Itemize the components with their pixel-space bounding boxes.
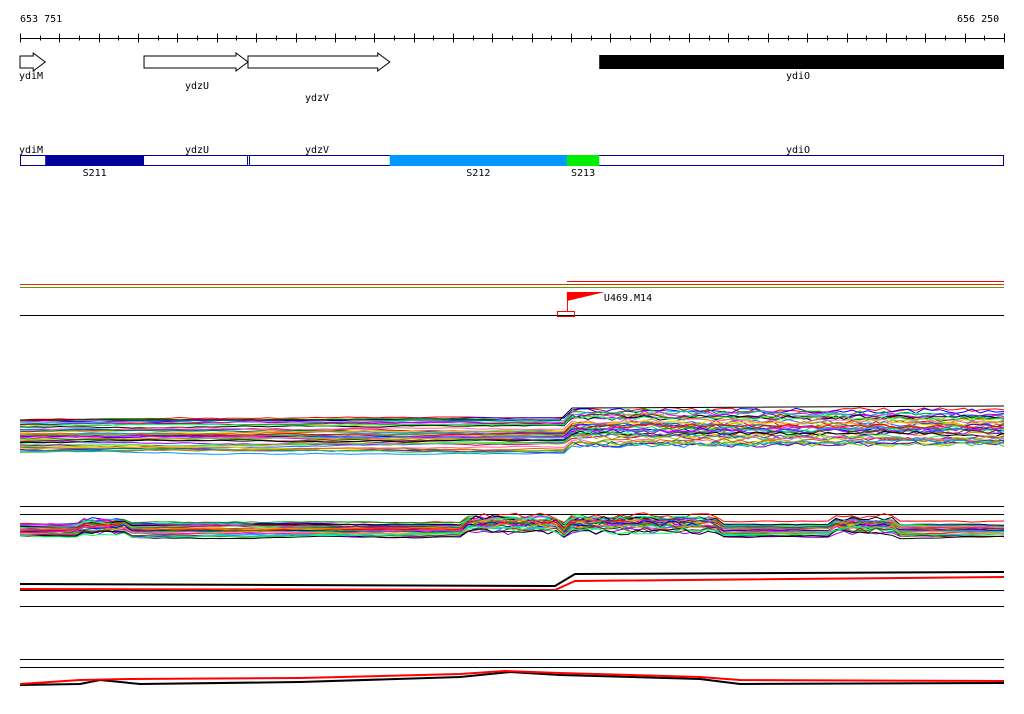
gene-annotation-track: ydiM ydzU ydzV ydiO	[19, 52, 1004, 104]
marker-flag	[566, 292, 605, 301]
expression-trace	[20, 426, 1005, 440]
marker-track: U469.M14	[20, 281, 1004, 317]
expression-trace-red	[19, 669, 1005, 685]
segment-gene-label-ydzv: ydzV	[305, 145, 329, 156]
expression-panel-1	[19, 405, 1005, 455]
gene-ydio-bar	[599, 55, 1004, 69]
expression-trace	[19, 423, 1005, 438]
expression-trace	[19, 406, 1005, 421]
expression-panel-3	[19, 571, 1005, 607]
expression-panel-2	[19, 506, 1005, 540]
expression-trace	[19, 410, 1005, 424]
gene-ydim-label: ydiM	[19, 71, 43, 82]
segment-s213-label: S213	[571, 168, 595, 179]
segment-s212-label: S212	[466, 168, 490, 179]
expression-panel-4	[19, 659, 1005, 686]
expression-trace	[19, 439, 1005, 455]
expression-trace	[19, 523, 1005, 535]
expression-trace-top	[20, 405, 1005, 421]
expression-trace-black	[19, 670, 1005, 686]
expression-trace	[19, 440, 1005, 454]
marker-label: U469.M14	[604, 293, 652, 304]
expression-trace	[19, 522, 1005, 535]
gene-ydzu-arrow	[143, 52, 249, 72]
segment-gene-label-ydim: ydiM	[19, 145, 43, 156]
gene-ydio-label: ydiO	[786, 71, 810, 82]
segment-s213-bar	[566, 155, 600, 166]
expression-trace	[19, 437, 1005, 453]
expression-trace	[20, 517, 1005, 531]
expression-trace	[19, 414, 1005, 428]
gene-ydzu-label: ydzU	[185, 81, 209, 92]
expression-trace	[19, 434, 1005, 448]
coordinate-start-label: 653 751	[20, 14, 63, 25]
marker-anchor-box	[556, 311, 575, 317]
expression-trace	[19, 525, 1004, 539]
expression-trace-black	[19, 571, 1005, 588]
segment-s211-bar	[45, 155, 145, 166]
segment-s211-label: S211	[83, 168, 107, 179]
gene-ydim-arrow	[19, 52, 47, 72]
segment-track: S211 S212 S213 ydiM ydzU ydzV ydiO	[19, 145, 1004, 179]
expression-trace	[19, 418, 1005, 432]
expression-trace	[19, 419, 1005, 435]
segment-gene-label-ydio: ydiO	[786, 145, 810, 156]
gene-ydzv-arrow	[247, 52, 391, 72]
gene-ydzv-label: ydzV	[305, 93, 329, 104]
expression-trace	[19, 519, 1005, 531]
coordinate-end-label: 656 250	[957, 14, 1000, 25]
expression-trace-red	[19, 576, 1005, 592]
coordinate-ruler	[20, 33, 1005, 43]
segment-gene-label-ydzu: ydzU	[185, 145, 209, 156]
segment-s212-bar	[389, 155, 567, 166]
expression-trace	[19, 430, 1005, 444]
